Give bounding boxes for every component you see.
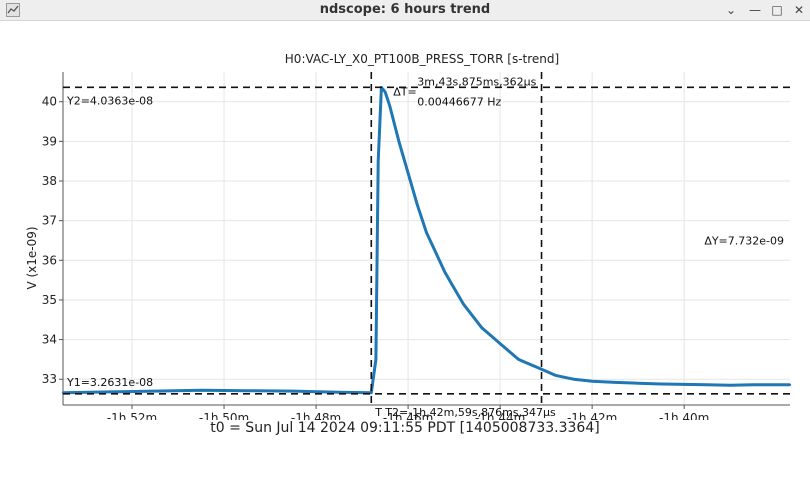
data-point <box>416 203 419 207</box>
window-title: ndscope: 6 hours trend <box>319 2 491 17</box>
t0-timestamp: t0 = Sun Jul 14 2024 09:11:55 PDT [14050… <box>210 420 600 436</box>
data-point <box>517 358 520 361</box>
data-point <box>397 140 401 143</box>
y-tick-label: 38 <box>42 174 57 188</box>
y-tick-label: 36 <box>42 253 57 267</box>
data-point <box>376 159 380 163</box>
data-point <box>489 334 493 337</box>
data-point <box>452 286 456 290</box>
data-point <box>554 374 557 377</box>
window-menu-dropdown-icon[interactable]: ⌄ <box>725 3 737 17</box>
frequency-label: 0.00446677 Hz <box>417 95 501 108</box>
delta-t-prefix: ΔT= <box>393 85 416 98</box>
grid <box>63 72 790 405</box>
y-axis-label: V (x1e-09) <box>25 226 39 289</box>
y2-label: Y2=4.0363e-08 <box>66 94 153 107</box>
data-point <box>526 362 529 365</box>
data-point <box>443 270 447 274</box>
y-tick-label: 40 <box>42 95 57 109</box>
x-tick-label: -1h,40m <box>659 411 709 420</box>
y1-label: Y1=3.2631e-08 <box>66 376 153 389</box>
data-point <box>508 350 511 353</box>
x-tick-label: -1h,42m <box>567 411 617 420</box>
data-point <box>728 383 732 387</box>
data-point <box>563 376 566 379</box>
y-tick-label: 35 <box>42 293 57 307</box>
data-point <box>498 342 502 345</box>
minimize-button[interactable]: — <box>749 3 761 17</box>
y-tick-label: 39 <box>42 134 57 148</box>
series-line <box>62 86 790 395</box>
data-point <box>388 104 391 107</box>
data-point <box>199 389 203 392</box>
data-point <box>434 251 437 254</box>
x-tick-label: -1h,48m <box>291 411 341 420</box>
data-point <box>636 381 640 385</box>
data-point <box>590 380 594 383</box>
x-tick-label: -1h,52m <box>107 411 157 420</box>
data-point <box>705 383 709 386</box>
close-button[interactable]: ✕ <box>793 3 805 17</box>
data-point <box>682 383 686 386</box>
app-icon <box>6 3 20 17</box>
y-tick-label: 34 <box>42 333 57 347</box>
series-group <box>61 86 792 395</box>
x-tick-label: -1h,50m <box>199 411 249 420</box>
t2-label: T2=-1h,42m,59s,876ms,347µs <box>384 406 556 419</box>
data-point <box>788 383 792 386</box>
data-point <box>406 171 410 175</box>
plot-area <box>63 72 790 405</box>
data-point <box>480 326 483 329</box>
maximize-button[interactable]: □ <box>771 3 783 17</box>
cursor-group: Y2=4.0363e-08 Y1=3.2631e-08 ΔY=7.732e-09 ΔT… <box>63 72 790 419</box>
data-point <box>383 90 387 94</box>
delta-t-label: 3m,43s,875ms,362µs <box>417 75 536 88</box>
y-tick-label: 33 <box>42 372 57 386</box>
data-point <box>544 370 548 373</box>
data-point <box>291 389 295 393</box>
axes: 33 34 35 36 37 38 39 40 -1h,52m -1h,50m -1h,48m -1h… <box>42 72 790 420</box>
data-point <box>471 314 474 318</box>
x-tick-label: -1h,46m <box>383 411 433 420</box>
data-point <box>751 383 755 386</box>
data-point <box>107 390 111 394</box>
data-point <box>462 302 465 306</box>
y-tick-label: 37 <box>42 214 57 228</box>
t1-marker: T <box>374 406 382 419</box>
delta-y-label: ΔY=7.732e-09 <box>704 235 784 248</box>
x-tick-label: -1h,44m <box>475 411 525 420</box>
data-point <box>245 389 249 392</box>
data-point <box>370 391 373 394</box>
data-point <box>659 382 663 386</box>
window-titlebar: ndscope: 6 hours trend ⌄ — □ ✕ <box>0 0 810 21</box>
data-point <box>572 378 575 381</box>
data-point <box>337 391 341 394</box>
data-point <box>153 389 157 393</box>
data-point <box>613 381 617 384</box>
data-point <box>425 231 428 234</box>
data-point <box>535 366 539 369</box>
chart-title: H0:VAC-LY_X0_PT100B_PRESS_TORR [s-trend] <box>285 52 559 66</box>
trend-plot[interactable]: H0:VAC-LY_X0_PT100B_PRESS_TORR [s-trend]… <box>0 20 810 420</box>
data-point <box>374 358 378 361</box>
